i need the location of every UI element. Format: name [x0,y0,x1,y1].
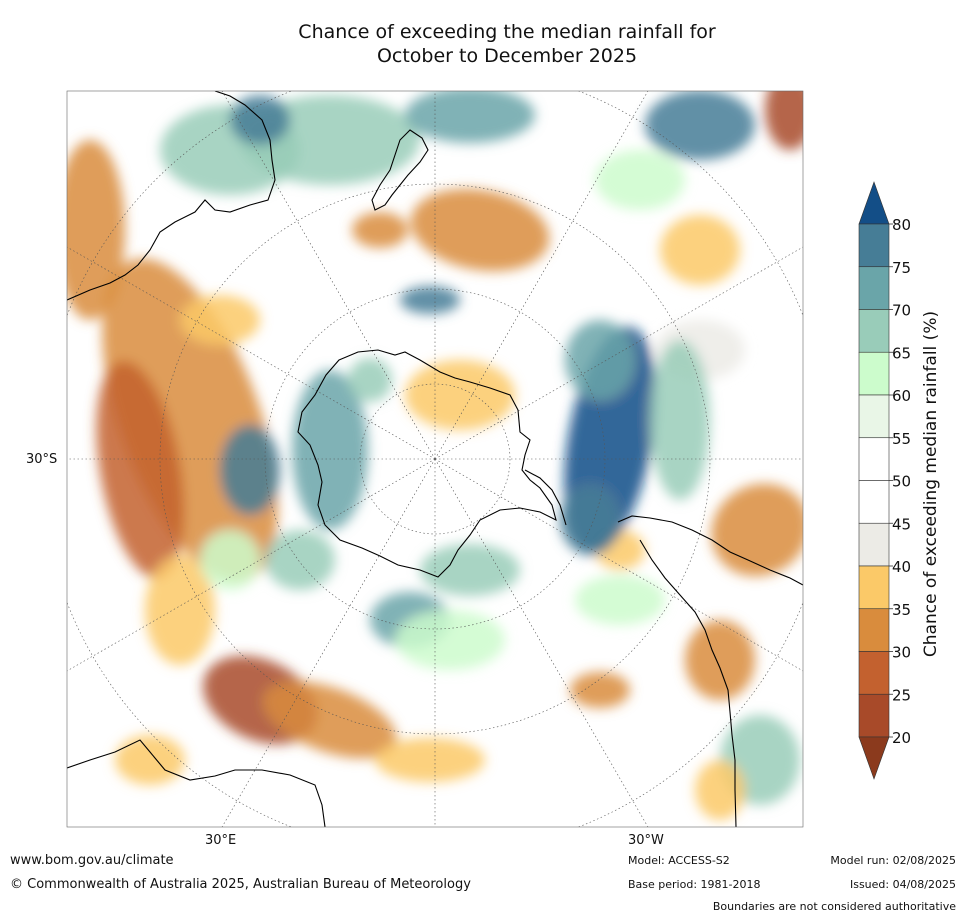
meridian-150w [434,91,649,460]
rainfall-probability-field [67,91,803,820]
rainfall-region-70-75 [292,370,368,530]
map-frame [66,90,804,828]
rainfall-region-65-70 [348,358,392,402]
rainfall-region-35-40 [405,360,515,430]
colorbar-band-65-70 [858,309,890,353]
rainfall-region-30-35 [685,620,755,700]
issued-date: Issued: 04/08/2025 [849,878,956,891]
colorbar-band-50-55 [858,437,890,481]
meridian-30e [221,458,436,827]
meridian-120e [67,246,436,460]
model-name: Model: ACCESS-S2 [628,854,730,867]
latitude-label-30s: 30°S [26,452,58,467]
longitude-label-30e: 30°E [205,833,237,848]
boundaries-disclaimer: Boundaries are not considered authoritat… [712,900,956,913]
rainfall-region-35-40 [180,295,260,345]
meridian-60w [434,458,803,672]
rainfall-region-30-35 [711,483,803,577]
colorbar-title: Chance of exceeding median rainfall (%) [921,311,941,657]
rainfall-region-70-75 [565,320,635,400]
colorbar-tick-label: 45 [892,515,911,533]
latitude-circle-45s [159,183,711,735]
colorbar-band-55-60 [858,394,890,439]
antarctic-peninsula-coastline [524,469,567,526]
colorbar: Chance of exceeding median rainfall (%) … [858,181,941,780]
rainfall-region-25-30 [96,361,184,579]
australia-coastline [67,91,276,301]
rainfall-region-75-80 [230,95,290,145]
colorbar-band-35-40 [858,565,890,610]
rainfall-region-65-70 [420,544,520,596]
base-period: Base period: 1981-2018 [628,878,761,891]
rainfall-region-20-25 [765,91,803,150]
meridian-30w [434,458,649,827]
colorbar-tick-label: 60 [892,387,911,405]
rainfall-region-65-70 [265,530,335,590]
meridian-60e [67,458,436,672]
website-link[interactable]: www.bom.gov.au/climate [10,853,174,868]
map-panel [67,91,803,827]
new-zealand-coastline [371,129,429,211]
colorbar-tick-label: 30 [892,644,911,662]
title-line-2: October to December 2025 [376,45,638,67]
colorbar-band-75-80 [858,223,890,268]
colorbar-band-45-50 [858,480,890,524]
rainfall-region-30-35 [263,681,397,759]
meridian-120w [434,246,803,460]
rainfall-region-60-65 [575,575,665,625]
copyright-notice: © Commonwealth of Australia 2025, Austra… [10,877,471,892]
rainfall-region-30-35 [67,140,125,320]
rainfall-region-60-65 [595,150,685,210]
coastlines [67,91,803,827]
south-america-coastline [617,515,803,827]
colorbar-band-70-75 [858,266,890,310]
rainfall-region-30-35 [410,188,550,272]
rainfall-region-75-80 [220,425,280,515]
colorbar-tick-label: 70 [892,302,911,320]
colorbar-tick-label: 75 [892,259,911,277]
colorbar-band-30-35 [858,608,890,652]
colorbar-tick-label: 25 [892,686,911,704]
colorbar-extend-low [858,736,890,780]
rainfall-region-75-80 [645,91,755,160]
meridian-150e [221,91,436,460]
colorbar-tick-label: 35 [892,601,911,619]
rainfall-region-35-40 [660,215,740,285]
latitude-circle-75s [359,383,511,535]
colorbar-band-25-30 [858,651,890,695]
colorbar-band-60-65 [858,351,890,396]
rainfall-region-60-65 [200,530,260,590]
rainfall-region-35-40 [145,555,215,665]
colorbar-tick-label: 65 [892,344,911,362]
colorbar-band-40-45 [858,522,890,567]
longitude-label-30w: 30°W [628,833,664,848]
rainfall-region-75-80 [560,485,620,555]
colorbar-extend-high [858,181,890,225]
rainfall-region-35-40 [115,735,185,785]
colorbar-tick-label: 40 [892,558,911,576]
colorbar-tick-label: 20 [892,729,911,747]
title-line-1: Chance of exceeding the median rainfall … [298,21,716,43]
rainfall-region-75-80 [400,286,460,314]
rainfall-region-60-65 [395,610,505,670]
colorbar-tick-label: 55 [892,430,911,448]
rainfall-region-35-40 [375,738,485,782]
rainfall-region-30-35 [570,672,630,708]
map-title: Chance of exceeding the median rainfall … [67,20,947,68]
latitude-circle-60s [264,288,606,630]
colorbar-band-20-25 [858,693,890,738]
rainfall-region-65-70 [650,340,710,500]
rainfall-region-70-75 [405,91,535,143]
rainfall-region-30-35 [352,212,408,248]
africa-coastline [67,739,326,827]
antarctica-coastline [297,349,557,578]
model-run-date: Model run: 02/08/2025 [830,854,956,867]
graticule [67,91,803,827]
rainfall-region-35-40 [695,760,745,820]
colorbar-tick-label: 50 [892,473,911,491]
colorbar-tick-label: 80 [892,216,911,234]
